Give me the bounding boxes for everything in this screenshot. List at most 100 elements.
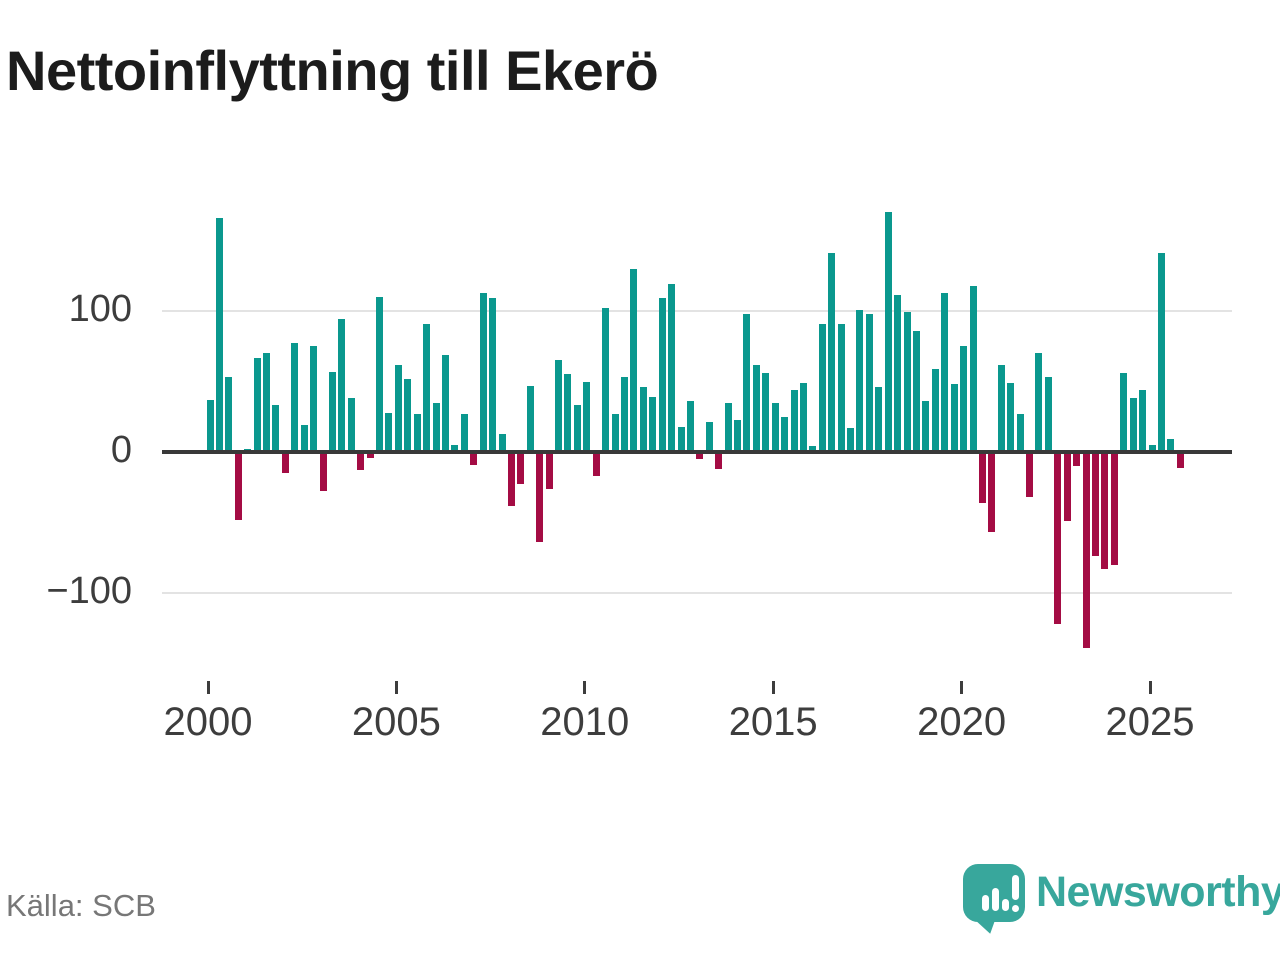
bar-2010-q4	[611, 413, 619, 452]
bar-2001-q3	[263, 353, 271, 452]
bar-2025-q3	[1167, 439, 1175, 452]
bar-2014-q3	[752, 364, 760, 452]
bar-2017-q4	[875, 387, 883, 452]
bar-2018-q4	[913, 330, 920, 452]
bar-2020-q2	[969, 285, 977, 452]
bar-2005-q4	[423, 323, 431, 452]
bar-2004-q4	[385, 412, 393, 452]
bar-2010-q2	[592, 452, 600, 476]
bar-2011-q3	[639, 387, 647, 452]
bar-2013-q2	[705, 422, 713, 452]
bar-2017-q2	[856, 309, 864, 452]
bar-2023-q2	[1082, 452, 1090, 648]
logo-bar-glyph	[982, 895, 989, 911]
bar-2021-q1	[997, 364, 1005, 452]
bar-2014-q1	[734, 419, 742, 452]
bar-2002-q2	[291, 343, 299, 452]
bar-2009-q2	[555, 360, 563, 452]
newsworthy-pin-bar-chart-icon	[963, 864, 1025, 922]
bar-2010-q1	[583, 381, 591, 452]
bar-2022-q2	[1044, 377, 1052, 452]
x-tick-mark-2020	[960, 681, 964, 694]
bar-2002-q3	[300, 425, 308, 452]
bar-2013-q1	[696, 452, 704, 460]
logo-bar-glyph	[992, 888, 999, 911]
bar-2024-q4	[1139, 389, 1147, 452]
y-tick-label--100: −100	[46, 569, 132, 612]
bar-2004-q2	[366, 452, 374, 458]
bar-2025-q1	[1148, 444, 1156, 452]
bar-2003-q2	[328, 371, 336, 452]
x-tick-mark-2015	[771, 681, 775, 694]
bar-2015-q2	[781, 416, 789, 452]
bar-2024-q3	[1129, 398, 1137, 452]
bar-2021-q2	[1007, 382, 1015, 452]
bar-2019-q3	[941, 292, 949, 452]
bar-2006-q3	[451, 444, 459, 452]
logo-exclamation-dot	[1012, 905, 1019, 912]
bar-2022-q4	[1063, 452, 1071, 522]
bar-2004-q1	[357, 452, 365, 471]
bar-2019-q1	[922, 401, 930, 452]
bar-2015-q3	[790, 389, 798, 452]
bar-2010-q3	[602, 308, 610, 452]
bar-2008-q4	[536, 452, 544, 543]
bar-2023-q4	[1101, 452, 1109, 570]
bar-2018-q3	[903, 312, 911, 452]
y-tick-label-0: 0	[110, 428, 132, 471]
bar-2005-q1	[394, 364, 402, 452]
bar-2016-q4	[837, 323, 845, 452]
bar-2025-q2	[1157, 253, 1165, 452]
bar-2024-q1	[1110, 452, 1118, 565]
bar-2001-q2	[253, 357, 261, 452]
bar-2016-q2	[818, 323, 826, 452]
bar-2018-q2	[894, 295, 902, 452]
bar-2012-q3	[677, 426, 685, 452]
x-tick-label-2020: 2020	[917, 700, 1007, 744]
newsworthy-logo: Newsworthy	[960, 860, 1280, 940]
gridline--100	[162, 592, 1232, 594]
bar-2003-q3	[338, 319, 346, 452]
bar-2017-q1	[847, 428, 855, 452]
bar-2023-q1	[1073, 452, 1081, 467]
bar-2008-q3	[526, 385, 534, 452]
bar-2000-q3	[225, 377, 233, 452]
bar-2002-q4	[310, 346, 318, 452]
bar-2014-q4	[762, 373, 770, 452]
bar-2023-q3	[1091, 452, 1099, 557]
bar-2006-q4	[460, 413, 468, 452]
bar-2022-q1	[1035, 353, 1043, 452]
bar-2012-q4	[686, 401, 694, 452]
x-tick-mark-2000	[206, 681, 210, 694]
gridline-100	[162, 310, 1232, 312]
bar-2004-q3	[376, 296, 384, 452]
bar-2007-q4	[498, 433, 506, 452]
bar-2024-q2	[1120, 373, 1128, 452]
bar-2015-q4	[799, 382, 807, 452]
x-tick-label-2015: 2015	[728, 700, 818, 744]
x-tick-label-2025: 2025	[1105, 700, 1195, 744]
x-tick-mark-2025	[1148, 681, 1152, 694]
bar-2019-q2	[931, 368, 939, 452]
bar-2008-q1	[507, 452, 515, 506]
bar-2007-q2	[479, 292, 487, 452]
source-note: Källa: SCB	[6, 888, 156, 923]
bar-2009-q3	[564, 374, 572, 452]
bar-2011-q2	[630, 268, 638, 452]
bar-2018-q1	[884, 212, 892, 452]
bar-2017-q3	[865, 313, 873, 452]
bar-2007-q3	[489, 298, 497, 452]
bar-2000-q2	[215, 217, 223, 452]
brand-name: Newsworthy	[1036, 868, 1280, 916]
bar-2016-q3	[828, 253, 836, 452]
y-tick-label-100: 100	[68, 287, 132, 330]
x-tick-label-2000: 2000	[163, 700, 253, 744]
bar-2014-q2	[743, 313, 751, 452]
page-title: Nettoinflyttning till Ekerö	[6, 39, 659, 102]
bar-2006-q2	[442, 354, 449, 452]
bar-2021-q4	[1026, 452, 1034, 498]
bar-2020-q3	[978, 452, 986, 503]
x-tick-label-2010: 2010	[540, 700, 630, 744]
bar-2013-q3	[715, 452, 723, 469]
